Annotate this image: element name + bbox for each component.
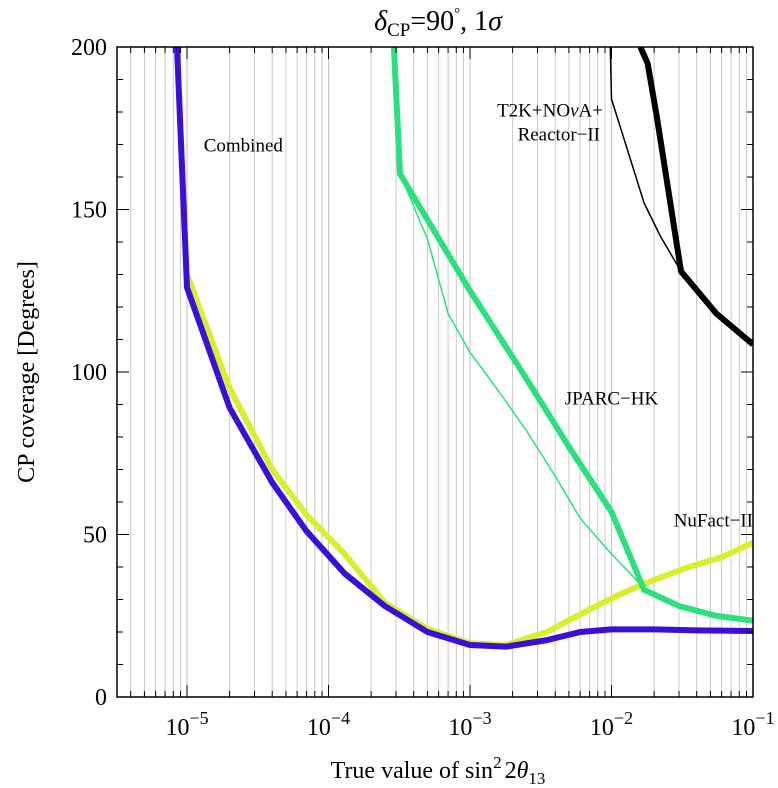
x-tick-label: 10−5 bbox=[165, 708, 208, 741]
x-axis-label-middle: 2 bbox=[505, 758, 517, 784]
series-line-combined bbox=[174, 47, 753, 650]
annotation-t2k: T2K+NOνA+ Reactor−II bbox=[497, 101, 603, 146]
x-tick-label: 10−3 bbox=[448, 708, 491, 741]
x-tick-label-base: 10 bbox=[590, 715, 614, 741]
x-tick-label-exponent: −4 bbox=[331, 708, 350, 728]
annotation-jparc: JPARC−HK bbox=[565, 389, 659, 410]
annotation-combined: Combined bbox=[204, 136, 284, 157]
y-tick-label: 0 bbox=[95, 685, 107, 711]
ticks bbox=[117, 46, 754, 698]
series-group bbox=[174, 47, 753, 650]
x-axis-label-theta-subscript: 13 bbox=[528, 769, 545, 788]
x-tick-label-exponent: −2 bbox=[614, 708, 633, 728]
x-tick-label-base: 10 bbox=[307, 715, 331, 741]
x-tick-label: 10−2 bbox=[590, 708, 633, 741]
series-line-jparc-thin bbox=[399, 173, 645, 591]
x-tick-label-exponent: −5 bbox=[189, 708, 208, 728]
x-tick-label: 10−4 bbox=[307, 708, 350, 741]
x-tick-label-exponent: −3 bbox=[472, 708, 491, 728]
x-tick-label-base: 10 bbox=[448, 715, 472, 741]
x-tick-label-base: 10 bbox=[165, 715, 189, 741]
y-tick-label: 100 bbox=[71, 360, 107, 386]
annotation-t2k-line1: T2K+NOνA+ bbox=[497, 101, 603, 122]
annotation-t2k-line2: Reactor−II bbox=[518, 125, 600, 146]
annotation-nufact: NuFact−II bbox=[674, 511, 753, 532]
title-degree-mark: ° bbox=[454, 6, 460, 22]
title-delta-symbol: δ bbox=[374, 6, 388, 37]
y-tick-label: 200 bbox=[71, 35, 107, 61]
annotation-t2k-prefix: T2K+NO bbox=[497, 101, 570, 122]
title-delta-subscript: CP bbox=[387, 20, 410, 41]
x-axis-label-superscript: 2 bbox=[493, 753, 502, 772]
x-tick-label-exponent: −1 bbox=[755, 708, 774, 728]
series-layer bbox=[174, 47, 753, 650]
x-tick-label: 10−1 bbox=[731, 708, 774, 741]
x-axis-label: True value of sin2 2θ13 bbox=[331, 753, 546, 788]
series-line-jparc bbox=[390, 47, 753, 624]
chart-title: δCP=90°, 1σ bbox=[374, 6, 503, 41]
x-axis-label-text: True value of sin bbox=[331, 758, 493, 784]
x-tick-label-base: 10 bbox=[731, 715, 755, 741]
annotation-t2k-nu: ν bbox=[570, 101, 579, 122]
x-axis-label-theta: θ bbox=[517, 758, 529, 784]
y-tick-label: 50 bbox=[83, 523, 107, 549]
series-line-t2k bbox=[637, 47, 753, 347]
y-axis-label: CP coverage [Degrees] bbox=[14, 261, 40, 483]
title-value: =90 bbox=[410, 6, 454, 37]
title-sigma-prefix: , 1 bbox=[460, 6, 488, 37]
y-tick-label: 150 bbox=[71, 198, 107, 224]
annotation-t2k-suffix: A+ bbox=[579, 101, 603, 122]
title-sigma-symbol: σ bbox=[488, 6, 503, 37]
annotations: Combined T2K+NOνA+ Reactor−II JPARC−HK NuFac… bbox=[204, 101, 753, 532]
